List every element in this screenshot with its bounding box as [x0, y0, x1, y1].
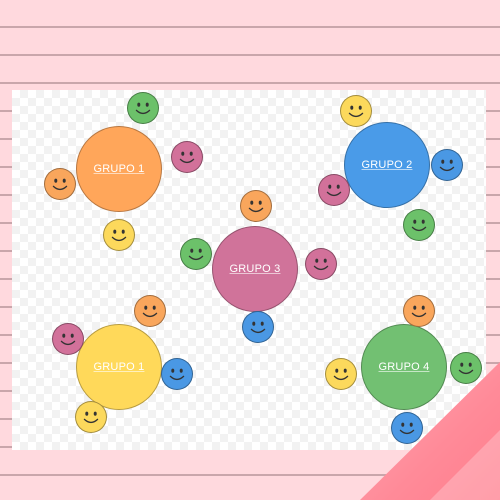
smiley-face-icon[interactable]	[340, 95, 372, 127]
smiley-face-icon[interactable]	[75, 401, 107, 433]
smiley-face-icon[interactable]	[391, 412, 423, 444]
group-label: GRUPO 2	[361, 159, 413, 171]
smiley-face-icon[interactable]	[325, 358, 357, 390]
smiley-face-icon[interactable]	[431, 149, 463, 181]
smiley-face-icon[interactable]	[242, 311, 274, 343]
smiley-face-icon[interactable]	[44, 168, 76, 200]
group-circle-4[interactable]: GRUPO 1	[76, 324, 162, 410]
smiley-face-icon[interactable]	[127, 92, 159, 124]
group-circle-3[interactable]: GRUPO 3	[212, 226, 298, 312]
group-circle-1[interactable]: GRUPO 1	[76, 126, 162, 212]
smiley-face-icon[interactable]	[450, 352, 482, 384]
smiley-face-icon[interactable]	[52, 323, 84, 355]
smiley-face-icon[interactable]	[103, 219, 135, 251]
group-label: GRUPO 3	[229, 263, 281, 275]
smiley-face-icon[interactable]	[403, 209, 435, 241]
smiley-face-icon[interactable]	[403, 295, 435, 327]
group-circle-2[interactable]: GRUPO 2	[344, 122, 430, 208]
smiley-face-icon[interactable]	[180, 238, 212, 270]
group-circle-5[interactable]: GRUPO 4	[361, 324, 447, 410]
smiley-face-icon[interactable]	[240, 190, 272, 222]
group-label: GRUPO 1	[93, 361, 145, 373]
smiley-face-icon[interactable]	[161, 358, 193, 390]
smiley-face-icon[interactable]	[318, 174, 350, 206]
smiley-face-icon[interactable]	[171, 141, 203, 173]
group-label: GRUPO 4	[378, 361, 430, 373]
smiley-face-icon[interactable]	[134, 295, 166, 327]
smiley-face-icon[interactable]	[305, 248, 337, 280]
group-label: GRUPO 1	[93, 163, 145, 175]
